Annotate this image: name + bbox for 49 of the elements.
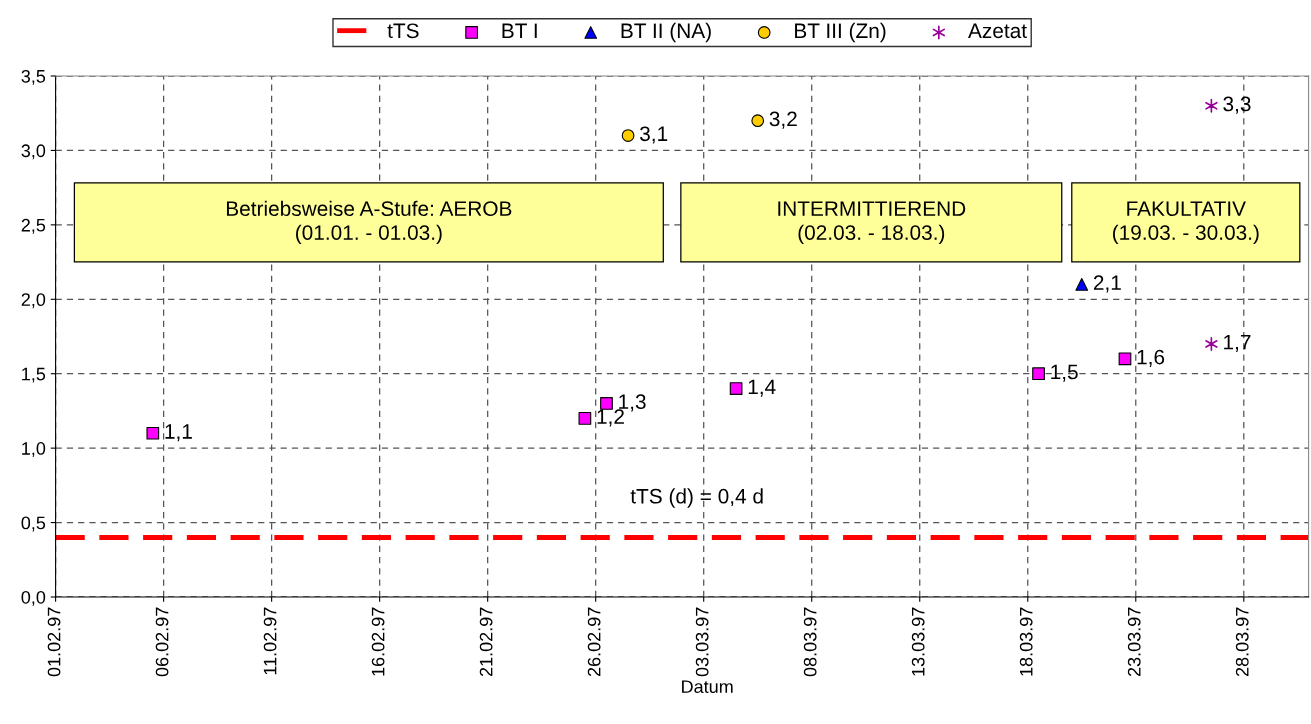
- point: [600, 397, 613, 410]
- x-tick-label: 23.03.97: [1127, 607, 1141, 677]
- y-tick-label: 0,0: [21, 590, 46, 606]
- x-tick-label: 11.02.97: [263, 607, 277, 675]
- annotation: tTS (d) = 0,4 d: [630, 488, 763, 508]
- legend-label: BT III (Zn): [795, 22, 886, 43]
- point: [578, 412, 592, 425]
- data-label: 3,2: [769, 111, 797, 129]
- y-tick-label: 2,5: [21, 218, 46, 234]
- point: [729, 382, 743, 395]
- data-label: 3,3: [1223, 96, 1251, 114]
- x-axis-title: Datum: [682, 680, 733, 694]
- legend-label: BT I: [502, 23, 537, 38]
- point: [146, 426, 160, 440]
- legend-label: BT II (NA): [621, 22, 711, 43]
- annotation: FAKULTATIV (19.03. - 30.03.): [1112, 201, 1259, 245]
- data-label: 1,4: [748, 379, 776, 397]
- x-tick-label: 28.03.97: [1235, 607, 1249, 677]
- point: [1118, 352, 1132, 366]
- annotation: INTERMITTIEREND (02.03. - 18.03.): [778, 201, 966, 245]
- data-label: 1,5: [1051, 364, 1078, 382]
- point: [751, 114, 765, 128]
- y-tick-label: 1,0: [22, 442, 46, 457]
- x-tick-label: 18.03.97: [1019, 607, 1033, 676]
- y-tick-label: 2,0: [21, 293, 46, 309]
- legend-label: Azetat: [968, 23, 1027, 39]
- x-tick-label: 16.02.97: [371, 607, 385, 676]
- point: [621, 129, 635, 142]
- y-tick-label: 3,5: [21, 69, 46, 85]
- y-tick-label: 1,5: [22, 367, 46, 383]
- point: [1032, 367, 1045, 381]
- data-label: 2,1: [1093, 275, 1121, 293]
- data-label: 1,1: [165, 424, 192, 442]
- x-tick-label: 08.03.97: [803, 607, 817, 677]
- y-tick-label: 0,5: [21, 516, 46, 532]
- point: [1075, 278, 1089, 291]
- data-label: 1,6: [1137, 349, 1165, 367]
- legend-label: tTS: [387, 23, 419, 39]
- data-label: 3,1: [640, 126, 668, 144]
- x-tick-label: 21.02.97: [479, 607, 493, 677]
- x-tick-label: 06.02.97: [155, 607, 169, 677]
- x-tick-label: 13.03.97: [911, 607, 925, 676]
- x-tick-label: 01.02.97: [47, 607, 61, 677]
- annotation: Betriebsweise A-Stufe: AEROB (01.01. - 01.03.): [226, 200, 512, 245]
- y-tick-label: 3,0: [21, 144, 46, 160]
- point: [1205, 336, 1218, 351]
- x-tick-label: 26.02.97: [587, 607, 601, 677]
- data-label: 1,7: [1224, 335, 1251, 352]
- x-tick-label: 03.03.97: [695, 607, 709, 677]
